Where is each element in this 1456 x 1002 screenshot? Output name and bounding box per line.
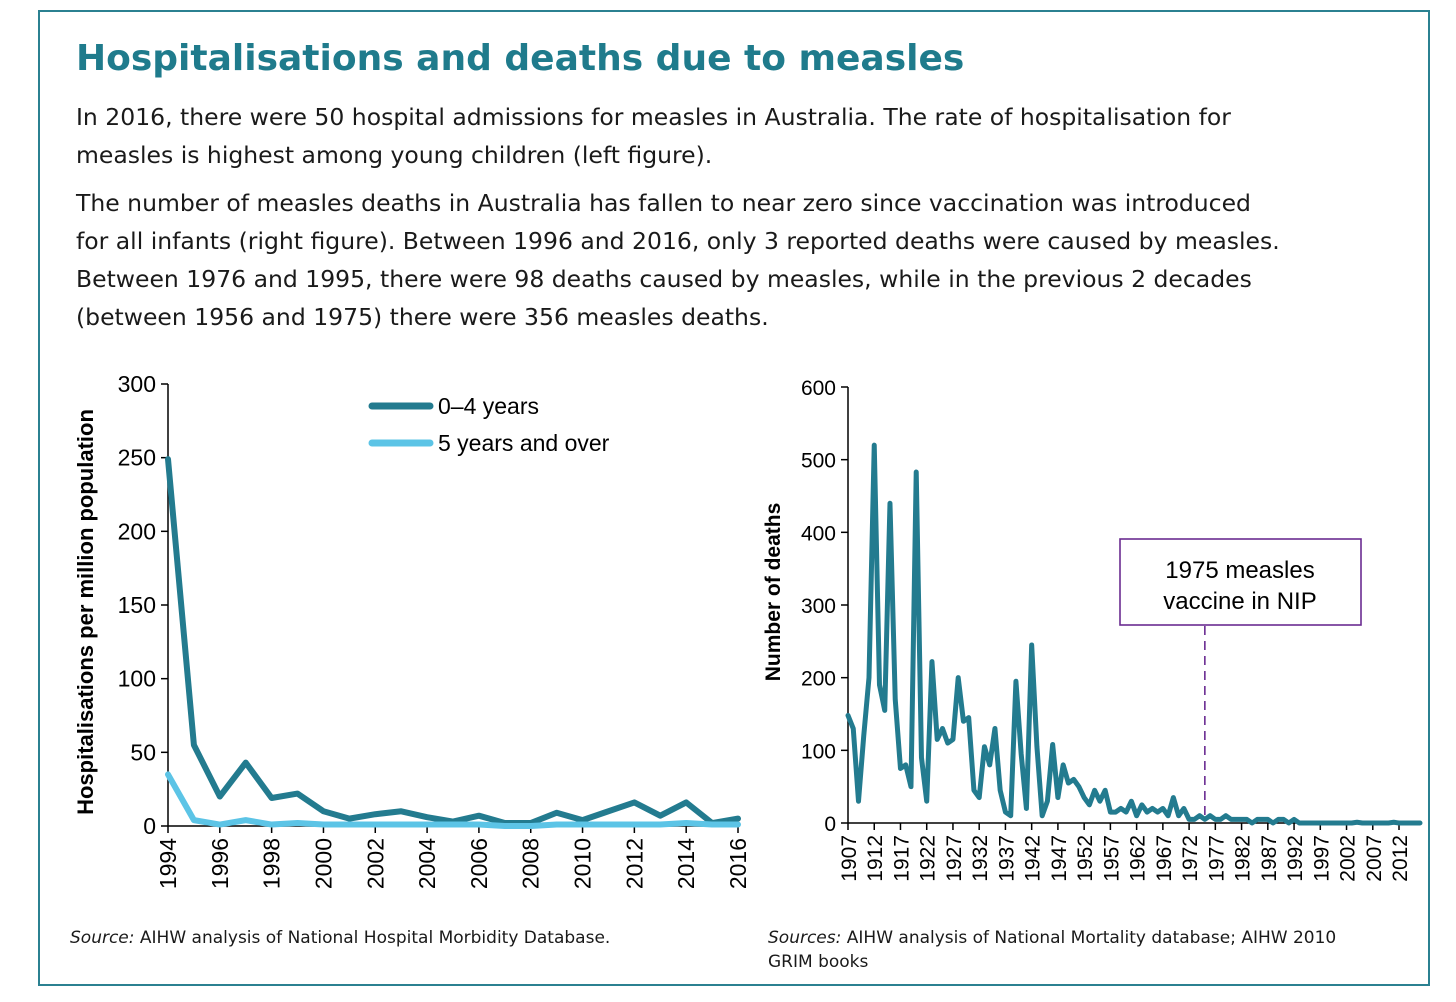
y-tick-label: 0 — [824, 813, 836, 836]
x-tick-label: 1917 — [890, 835, 913, 882]
intro-paragraph-1: In 2016, there were 50 hospital admissio… — [76, 103, 1231, 169]
x-tick-label: 2002 — [362, 838, 388, 889]
y-tick-label: 300 — [801, 595, 836, 618]
y-tick-label: 500 — [801, 450, 836, 473]
y-tick-label: 200 — [118, 518, 156, 544]
x-tick-label: 2006 — [466, 838, 492, 889]
x-tick-label: 2008 — [518, 838, 544, 889]
series-line-1 — [845, 442, 1423, 826]
x-tick-label: 1992 — [1284, 835, 1307, 882]
x-tick-label: 1932 — [969, 835, 992, 882]
x-tick-label: 1972 — [1179, 835, 1202, 882]
page-title: Hospitalisations and deaths due to measl… — [76, 38, 965, 79]
vaccine-annotation-line2: vaccine in NIP — [1163, 588, 1316, 615]
x-tick-label: 1922 — [917, 835, 940, 882]
y-tick-label: 100 — [118, 666, 156, 692]
y-tick-label: 200 — [801, 668, 836, 691]
x-tick-label: 1907 — [838, 835, 861, 882]
intro-paragraph-2: The number of measles deaths in Australi… — [76, 189, 1280, 331]
source-label: Sources: — [768, 928, 842, 948]
vaccine-annotation-line1: 1975 measles — [1165, 557, 1314, 584]
y-tick-label: 50 — [130, 739, 156, 765]
y-tick-label: 250 — [118, 445, 156, 471]
source-text: AIHW analysis of National Hospital Morbi… — [139, 928, 611, 948]
x-tick-label: 2000 — [310, 838, 336, 889]
legend-label-2: 5 years and over — [438, 430, 610, 456]
figure-frame — [38, 10, 1430, 986]
x-tick-label: 2012 — [621, 838, 647, 889]
x-tick-label: 1998 — [259, 838, 285, 889]
x-tick-label: 1912 — [864, 835, 887, 882]
x-tick-label: 2016 — [725, 838, 751, 889]
y-tick-label: 600 — [801, 377, 836, 400]
x-tick-label: 1982 — [1232, 835, 1255, 882]
y-tick-label: 150 — [118, 592, 156, 618]
vaccine-annotation-box — [1119, 538, 1362, 626]
source-label: Source: — [70, 928, 135, 948]
y-tick-label: 400 — [801, 522, 836, 545]
y-axis-label: Hospitalisations per million population — [73, 409, 98, 815]
x-tick-label: 2002 — [1337, 835, 1360, 882]
x-tick-label: 2012 — [1389, 835, 1412, 882]
x-tick-label: 1967 — [1153, 835, 1176, 882]
x-tick-label: 1997 — [1310, 835, 1333, 882]
y-axis-label: Number of deaths — [762, 503, 785, 682]
source-note-left: Source: AIHW analysis of National Hospit… — [70, 926, 610, 950]
x-tick-label: 1987 — [1258, 835, 1281, 882]
x-tick-label: 1927 — [943, 835, 966, 882]
y-tick-label: 300 — [118, 371, 156, 397]
x-tick-label: 1942 — [1022, 835, 1045, 882]
source-note-right: Sources: AIHW analysis of National Morta… — [768, 926, 1428, 974]
x-tick-label: 1947 — [1048, 835, 1071, 882]
x-tick-label: 2010 — [570, 838, 596, 889]
y-tick-label: 100 — [801, 740, 836, 763]
x-tick-label: 2007 — [1363, 835, 1386, 882]
x-tick-label: 2004 — [414, 838, 440, 889]
x-tick-label: 1996 — [207, 838, 233, 889]
legend-label-1: 0–4 years — [438, 393, 539, 419]
x-tick-label: 1962 — [1127, 835, 1150, 882]
source-text: AIHW analysis of National Mortality data… — [768, 928, 1337, 972]
x-tick-label: 1952 — [1074, 835, 1097, 882]
x-tick-label: 1977 — [1205, 835, 1228, 882]
x-tick-label: 2014 — [673, 838, 699, 889]
series-line-2 — [165, 771, 741, 829]
x-tick-label: 1937 — [995, 835, 1018, 882]
y-tick-label: 0 — [143, 813, 156, 839]
x-tick-label: 1994 — [155, 838, 181, 889]
x-tick-label: 1957 — [1100, 835, 1123, 882]
